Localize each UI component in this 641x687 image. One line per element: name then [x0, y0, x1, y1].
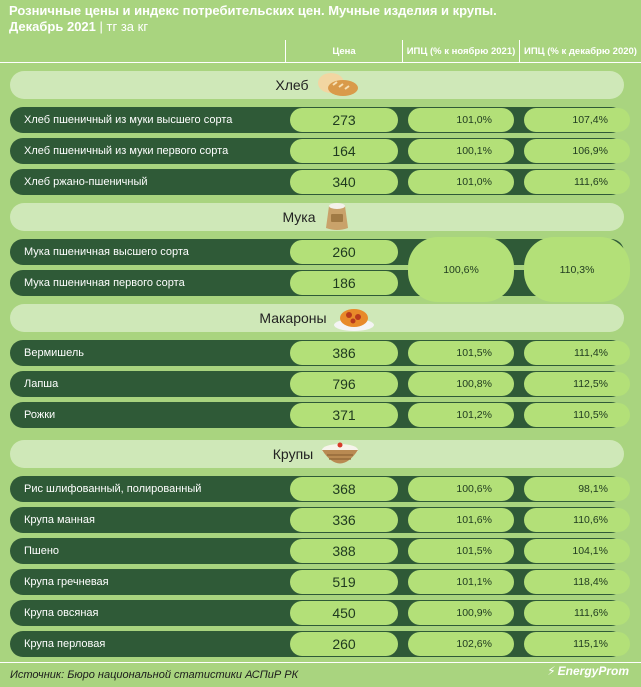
- row-label: Лапша: [24, 378, 59, 390]
- row-label: Крупа манная: [24, 514, 95, 526]
- group-header: Хлеб: [10, 71, 624, 99]
- group-name: Хлеб: [275, 77, 309, 93]
- price-cell: 519: [290, 570, 398, 594]
- group-name: Мука: [282, 209, 316, 225]
- row-label: Крупа гречневая: [24, 576, 109, 588]
- price-cell: 368: [290, 477, 398, 501]
- ipc-month-cell: 100,9%: [408, 601, 514, 625]
- column-header-ipc-month: ИПЦ (% к ноябрю 2021): [402, 40, 519, 62]
- row-label: Мука пшеничная первого сорта: [24, 277, 185, 289]
- bread-icon: [315, 69, 359, 102]
- row-label: Хлеб пшеничный из муки высшего сорта: [24, 114, 233, 126]
- subtitle-date: Декабрь 2021: [9, 19, 96, 34]
- row-label: Крупа овсяная: [24, 607, 99, 619]
- price-cell: 273: [290, 108, 398, 132]
- row-label: Мука пшеничная высшего сорта: [24, 246, 189, 258]
- price-cell: 340: [290, 170, 398, 194]
- subtitle-unit: тг за кг: [106, 19, 149, 34]
- ipc-year-merged-cell: 110,3%: [524, 237, 630, 302]
- row-label: Пшено: [24, 545, 60, 557]
- row-label: Вермишель: [24, 347, 85, 359]
- ipc-year-cell: 110,5%: [524, 403, 630, 427]
- flour-sack-icon: [322, 200, 352, 235]
- ipc-month-cell: 100,8%: [408, 372, 514, 396]
- ipc-month-cell: 102,6%: [408, 632, 514, 656]
- price-cell: 796: [290, 372, 398, 396]
- grain-bowl-icon: [319, 437, 361, 472]
- price-cell: 386: [290, 341, 398, 365]
- ipc-year-cell: 118,4%: [524, 570, 630, 594]
- ipc-month-cell: 101,0%: [408, 108, 514, 132]
- ipc-month-cell: 101,2%: [408, 403, 514, 427]
- title-bar: Розничные цены и индекс потребительских …: [0, 0, 641, 38]
- price-cell: 164: [290, 139, 398, 163]
- ipc-month-cell: 101,5%: [408, 539, 514, 563]
- row-label: Хлеб пшеничный из муки первого сорта: [24, 145, 229, 157]
- ipc-month-cell: 101,0%: [408, 170, 514, 194]
- ipc-month-cell: 101,5%: [408, 341, 514, 365]
- chart-title: Розничные цены и индекс потребительских …: [9, 3, 497, 18]
- price-cell: 260: [290, 240, 398, 264]
- row-label: Рис шлифованный, полированный: [24, 483, 202, 495]
- group-header: Крупы: [10, 440, 624, 468]
- ipc-year-cell: 111,4%: [524, 341, 630, 365]
- price-cell: 371: [290, 403, 398, 427]
- ipc-year-cell: 115,1%: [524, 632, 630, 656]
- ipc-year-cell: 106,9%: [524, 139, 630, 163]
- ipc-year-cell: 111,6%: [524, 601, 630, 625]
- ipc-month-cell: 100,6%: [408, 477, 514, 501]
- ipc-year-cell: 111,6%: [524, 170, 630, 194]
- ipc-year-cell: 110,6%: [524, 508, 630, 532]
- row-label: Хлеб ржано-пшеничный: [24, 176, 148, 188]
- group-header: Мука: [10, 202, 624, 231]
- header-divider: [0, 62, 641, 63]
- energyprom-logo: ⚡ EnergyProm: [547, 664, 629, 678]
- price-cell: 186: [290, 271, 398, 295]
- group-header: Макароны: [10, 304, 624, 332]
- chart-subtitle: Декабрь 2021 | тг за кг: [9, 19, 641, 35]
- group-name: Макароны: [259, 310, 327, 326]
- ipc-year-cell: 107,4%: [524, 108, 630, 132]
- ipc-year-cell: 98,1%: [524, 477, 630, 501]
- ipc-month-merged-cell: 100,6%: [408, 237, 514, 302]
- column-header-price: Цена: [285, 40, 402, 62]
- logo-mark-icon: ⚡: [547, 664, 556, 678]
- logo-text: EnergyProm: [557, 664, 629, 678]
- group-name: Крупы: [272, 446, 314, 462]
- ipc-month-cell: 101,6%: [408, 508, 514, 532]
- source-note: Источник: Бюро национальной статистики А…: [0, 662, 641, 686]
- row-label: Рожки: [24, 409, 56, 421]
- pasta-plate-icon: [333, 301, 375, 336]
- price-cell: 388: [290, 539, 398, 563]
- column-header-ipc-year: ИПЦ (% к декабрю 2020): [519, 40, 641, 62]
- price-cell: 450: [290, 601, 398, 625]
- ipc-year-cell: 112,5%: [524, 372, 630, 396]
- ipc-month-cell: 101,1%: [408, 570, 514, 594]
- price-cell: 336: [290, 508, 398, 532]
- subtitle-separator: |: [99, 19, 103, 34]
- price-cell: 260: [290, 632, 398, 656]
- ipc-year-cell: 104,1%: [524, 539, 630, 563]
- row-label: Крупа перловая: [24, 638, 106, 650]
- ipc-month-cell: 100,1%: [408, 139, 514, 163]
